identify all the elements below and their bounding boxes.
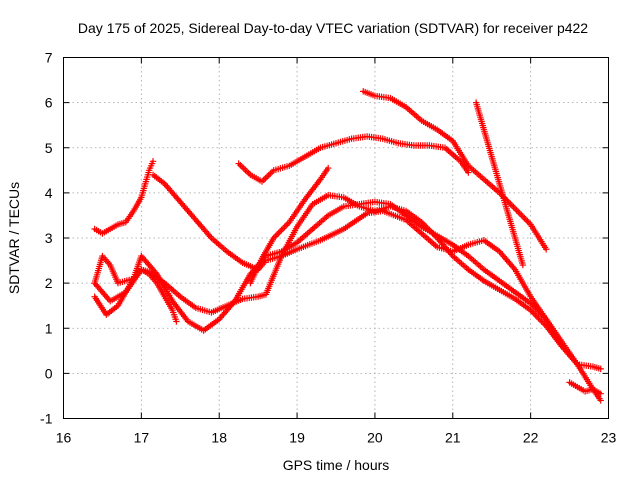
chart-title: Day 175 of 2025, Sidereal Day-to-day VTE… [78,20,588,36]
data-point-marker [597,390,604,397]
y-tick-label: 2 [45,275,53,291]
series-layer [91,88,604,404]
series-arc-g [91,198,604,404]
y-tick-label: -1 [40,411,53,427]
x-tick-label: 22 [523,430,539,446]
series-arc-a [91,158,157,237]
x-tick-label: 17 [134,430,150,446]
grid-layer [63,57,609,419]
y-tick-label: 1 [45,320,53,336]
x-axis-title: GPS time / hours [283,457,390,473]
y-tick-label: 3 [45,230,53,246]
series-arc-h [91,252,180,325]
x-tick-label: 21 [445,430,461,446]
series-arc-e [472,99,527,269]
series-arc-c [235,133,472,185]
x-tick-label: 23 [601,430,617,446]
y-tick-label: 4 [45,185,53,201]
x-tick-label: 16 [56,430,72,446]
y-axis-title: SDTVAR / TECUs [6,182,22,294]
y-tick-label: 6 [45,95,53,111]
data-point-marker [465,169,472,176]
y-tick-label: 5 [45,140,53,156]
series-arc-i [247,164,332,287]
data-point-marker [597,365,604,373]
y-tick-label: 0 [45,365,53,381]
data-point-marker [173,318,180,325]
x-tick-label: 18 [211,430,227,446]
data-point-marker [597,397,604,404]
y-tick-label: 7 [45,50,53,66]
x-tick-label: 20 [367,430,383,446]
series-line [362,90,547,250]
x-tick-label: 19 [289,430,305,446]
series-arc-d [360,88,550,253]
series-arc-j [566,379,604,397]
data-point-marker [325,164,332,172]
data-point-marker [149,158,157,165]
data-point-marker [543,246,550,253]
data-point-marker [519,261,527,269]
